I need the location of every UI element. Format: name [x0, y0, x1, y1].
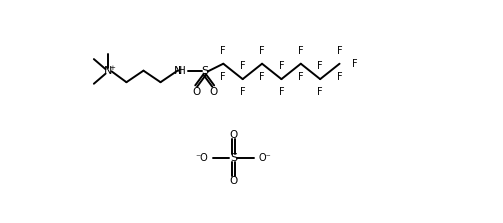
Text: F: F	[279, 61, 284, 71]
Text: F: F	[259, 46, 265, 56]
Text: S: S	[201, 66, 208, 76]
Text: F: F	[240, 87, 245, 97]
Text: F: F	[317, 61, 323, 71]
Text: F: F	[240, 61, 245, 71]
Text: F: F	[298, 46, 304, 56]
Text: F: F	[298, 72, 304, 82]
Text: O: O	[229, 176, 237, 186]
Text: ⁻O: ⁻O	[196, 153, 209, 163]
Text: +: +	[110, 65, 115, 71]
Text: F: F	[220, 72, 226, 82]
Text: F: F	[352, 59, 358, 69]
Text: S: S	[230, 153, 237, 163]
Text: N: N	[174, 66, 182, 76]
Text: F: F	[337, 46, 343, 56]
Text: F: F	[337, 72, 343, 82]
Text: F: F	[317, 87, 323, 97]
Text: O: O	[229, 130, 237, 140]
Text: O: O	[192, 87, 200, 97]
Text: N: N	[104, 66, 112, 76]
Text: F: F	[220, 46, 226, 56]
Text: O: O	[209, 87, 217, 97]
Text: F: F	[259, 72, 265, 82]
Text: O⁻: O⁻	[258, 153, 271, 163]
Text: F: F	[279, 87, 284, 97]
Text: H: H	[178, 66, 185, 76]
